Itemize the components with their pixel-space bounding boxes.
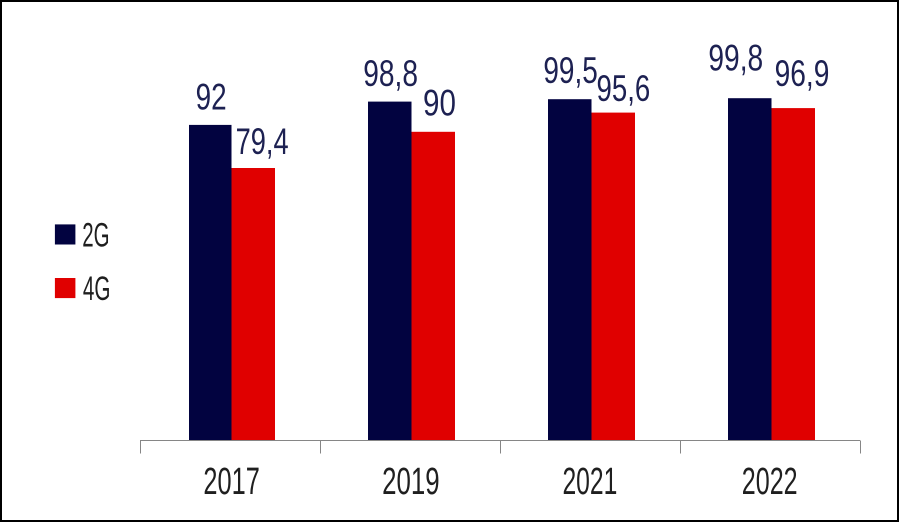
svg-text:99,5: 99,5 xyxy=(543,50,597,91)
svg-text:2019: 2019 xyxy=(382,461,440,503)
svg-text:2022: 2022 xyxy=(742,461,798,503)
svg-text:90: 90 xyxy=(423,82,456,123)
svg-text:4G: 4G xyxy=(83,270,111,308)
svg-text:2021: 2021 xyxy=(562,461,617,503)
svg-text:92: 92 xyxy=(196,77,227,118)
svg-text:79,4: 79,4 xyxy=(236,121,289,162)
svg-text:2017: 2017 xyxy=(203,461,259,503)
svg-text:95,6: 95,6 xyxy=(597,68,651,109)
svg-text:99,8: 99,8 xyxy=(708,38,763,79)
svg-text:96,9: 96,9 xyxy=(775,53,830,94)
svg-text:2G: 2G xyxy=(82,216,109,254)
svg-text:98,8: 98,8 xyxy=(363,53,418,94)
